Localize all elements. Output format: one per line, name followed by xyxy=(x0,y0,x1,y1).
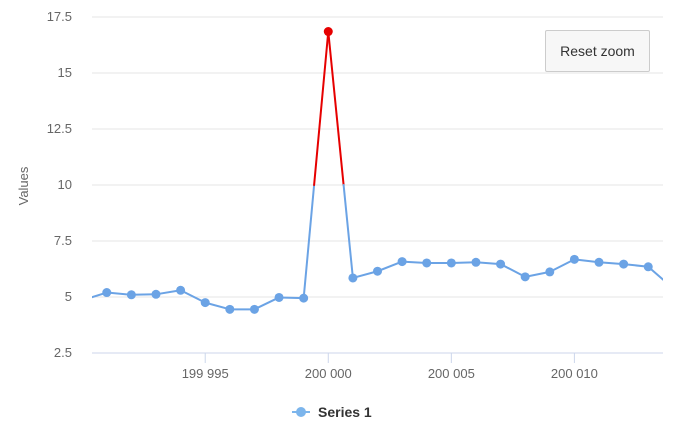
y-tick-label: 12.5 xyxy=(47,121,72,136)
axes xyxy=(92,352,663,363)
legend-item-series-1[interactable]: Series 1 xyxy=(290,402,372,422)
y-tick-label: 7.5 xyxy=(54,233,72,248)
y-tick-label: 15 xyxy=(58,65,72,80)
y-tick-label: 17.5 xyxy=(47,9,72,24)
series-line-segment xyxy=(647,265,663,281)
y-tick-label: 5 xyxy=(65,289,72,304)
data-point[interactable] xyxy=(225,304,235,314)
x-tick-label: 200 000 xyxy=(305,366,352,381)
data-point[interactable] xyxy=(200,298,210,308)
data-point[interactable] xyxy=(422,258,432,268)
data-point[interactable] xyxy=(520,272,530,282)
data-point[interactable] xyxy=(471,257,481,267)
data-point[interactable] xyxy=(545,267,555,277)
data-point[interactable] xyxy=(126,290,136,300)
legend-symbol-icon xyxy=(290,405,312,419)
reset-zoom-button[interactable]: Reset zoom xyxy=(545,30,650,72)
data-point[interactable] xyxy=(446,258,456,268)
series-line-segment xyxy=(327,30,345,186)
gridlines xyxy=(92,16,663,298)
series-line-segment xyxy=(179,289,207,304)
x-tick-label: 200 005 xyxy=(428,366,475,381)
data-point[interactable] xyxy=(397,257,407,267)
data-point[interactable] xyxy=(373,266,382,276)
x-tick-label: 199 995 xyxy=(182,366,229,381)
series-line-segment xyxy=(302,184,316,300)
y-axis-title: Values xyxy=(16,166,31,205)
x-tick-label: 200 010 xyxy=(551,366,598,381)
y-tick-label: 10 xyxy=(58,177,72,192)
data-point[interactable] xyxy=(151,289,161,299)
data-point[interactable] xyxy=(496,259,506,269)
series-layer xyxy=(92,27,663,314)
data-point[interactable] xyxy=(176,285,186,295)
y-tick-label: 2.5 xyxy=(54,345,72,360)
legend-label: Series 1 xyxy=(318,404,372,420)
data-point[interactable] xyxy=(348,273,358,283)
data-point[interactable] xyxy=(619,259,629,269)
tick-labels: 2.5 5 7.5 10 12.5 15 17.5 199 995 200 000 200 005… xyxy=(47,9,598,381)
data-point[interactable] xyxy=(102,288,112,298)
data-point[interactable] xyxy=(594,257,604,267)
series-line-segment xyxy=(253,296,281,311)
series-line-segment xyxy=(313,30,330,186)
data-point[interactable] xyxy=(643,262,653,272)
series-line-segment xyxy=(548,258,576,273)
data-point[interactable] xyxy=(569,254,579,264)
data-point[interactable] xyxy=(274,292,284,302)
series-line-segment xyxy=(499,263,527,278)
data-point[interactable] xyxy=(249,304,259,314)
series-line-segment xyxy=(342,184,354,279)
data-point[interactable] xyxy=(323,27,333,37)
data-point[interactable] xyxy=(299,293,309,303)
